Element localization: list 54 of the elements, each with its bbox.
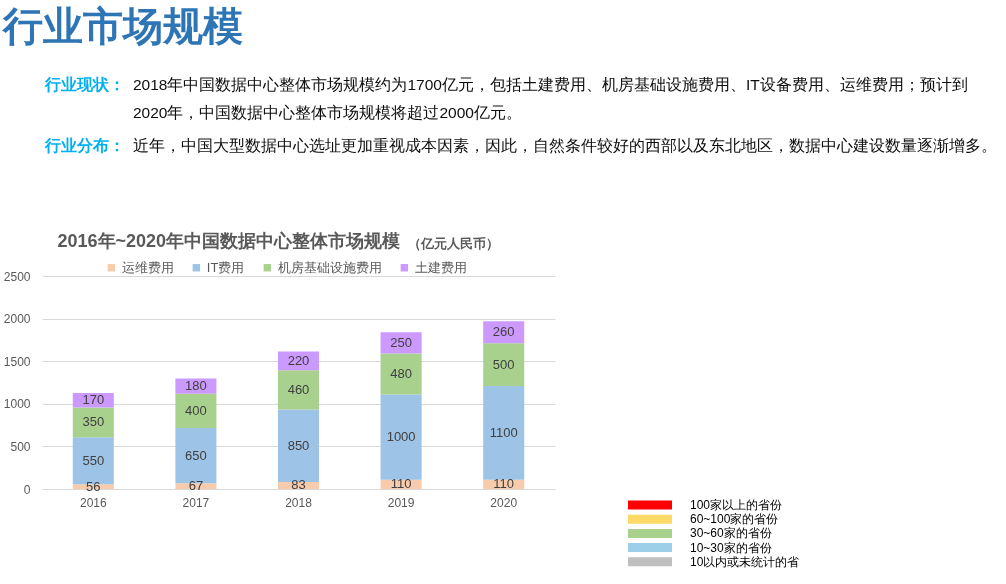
- chart-subtitle: （亿元人民币）: [407, 236, 499, 251]
- data-label: 170: [82, 392, 105, 408]
- data-label: 500: [492, 356, 515, 372]
- data-label: 260: [492, 324, 515, 340]
- category-label: 10~30家的省份: [690, 540, 772, 555]
- y-tick-label: 2000: [3, 312, 31, 327]
- data-label: 850: [287, 437, 310, 453]
- bar: [483, 343, 525, 386]
- data-label: 56: [86, 478, 101, 494]
- data-label: 350: [82, 414, 105, 430]
- y-tick-label: 1000: [3, 397, 31, 412]
- data-label: 180: [185, 378, 207, 394]
- y-tick-label: 500: [10, 439, 31, 454]
- text: 2018年中国数据中心整体市场规模约为1700亿元，包括土建费用、机房基础设施费用、IT设备费用、运维费用；预计到2020年，中国数据中心整体市场规模将超过2000亿元。: [133, 76, 968, 121]
- chart-title: 2016年~2020年中国数据中心整体市场规模: [57, 231, 401, 251]
- category-label: 10以内或未统计的省: [690, 554, 800, 569]
- legend-label: IT费用: [206, 259, 245, 275]
- y-tick-label: 0: [23, 482, 31, 497]
- x-tick-label: 2020: [490, 495, 518, 510]
- category-label: 30~60家的省份: [690, 526, 772, 541]
- x-tick-label: 2017: [182, 495, 210, 510]
- legend-label: 土建费用: [414, 259, 467, 275]
- data-label: 67: [188, 478, 204, 494]
- text: 行业分布：: [44, 137, 125, 154]
- bar: [277, 370, 320, 410]
- bar: [175, 393, 217, 428]
- data-label: 250: [390, 334, 412, 350]
- data-label: 110: [390, 476, 412, 492]
- data-label: 1100: [489, 424, 518, 440]
- bar: [277, 409, 320, 482]
- bar: [380, 394, 422, 480]
- x-tick-label: 2018: [285, 495, 313, 510]
- legend-label: 运维费用: [121, 259, 174, 275]
- data-label: 480: [390, 365, 412, 381]
- data-label: 1000: [386, 429, 416, 445]
- text: 行业市场规模: [1, 4, 243, 48]
- data-label: 460: [287, 381, 310, 397]
- y-tick-label: 1500: [3, 354, 31, 369]
- text: 行业现状：: [44, 76, 125, 93]
- data-label: 110: [493, 476, 515, 492]
- text: 近年，中国大型数据中心选址更加重视成本因素，因此，自然条件较好的西部以及东北地区，数据中心建设数量逐渐增多。: [133, 137, 997, 154]
- bar: [483, 385, 525, 480]
- data-label: 550: [82, 452, 105, 468]
- data-label: 650: [185, 447, 207, 463]
- y-tick-label: 2500: [3, 269, 31, 284]
- legend-label: 机房基础设施费用: [277, 259, 382, 275]
- category-label: 60~100家的省份: [690, 512, 779, 527]
- x-tick-label: 2016: [79, 495, 107, 510]
- data-label: 400: [185, 402, 207, 418]
- data-label: 83: [291, 477, 306, 493]
- category-label: 100家以上的省份: [690, 498, 783, 512]
- bar: [380, 353, 422, 395]
- x-tick-label: 2019: [387, 495, 415, 510]
- data-label: 220: [287, 352, 310, 368]
